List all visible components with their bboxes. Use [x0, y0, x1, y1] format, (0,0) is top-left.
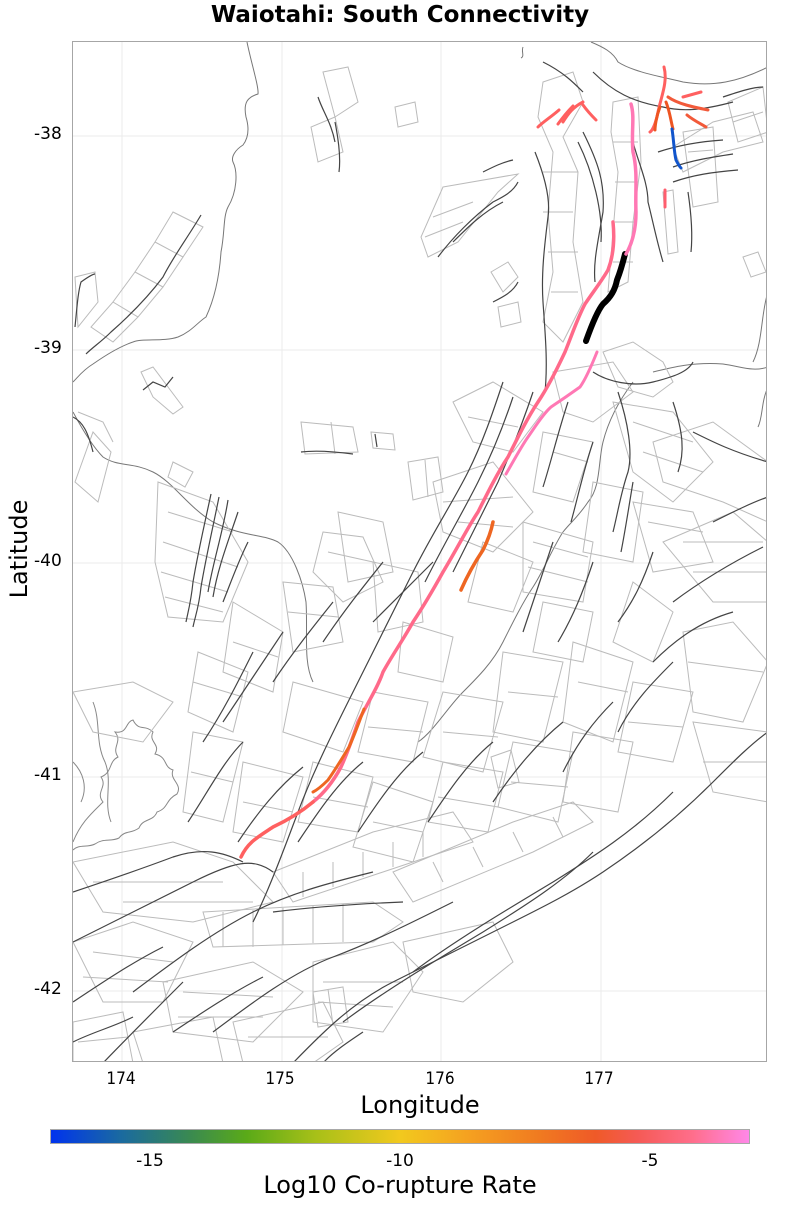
x-tick-label: 177 [584, 1069, 614, 1089]
gridlines [73, 42, 766, 1061]
fault-map [73, 42, 766, 1061]
source-fault-waiotahi [583, 251, 628, 344]
y-tick-label: -40 [34, 551, 62, 571]
y-tick-label: -42 [34, 979, 62, 999]
colorbar-tick-label: -15 [136, 1151, 164, 1171]
fault-traces [73, 61, 766, 1061]
colorbar-label: Log10 Co-rupture Rate [263, 1171, 537, 1199]
x-tick-label: 174 [106, 1069, 136, 1089]
x-axis-label: Longitude [360, 1091, 480, 1119]
y-axis-label: Latitude [5, 499, 33, 599]
colorbar [50, 1129, 750, 1144]
fault-patches [73, 66, 766, 1061]
x-tick-label: 176 [425, 1069, 455, 1089]
y-tick-label: -38 [34, 124, 62, 144]
chart-title: Waiotahi: South Connectivity [210, 2, 590, 28]
y-tick-label: -39 [34, 338, 62, 358]
y-tick-label: -41 [34, 765, 62, 785]
colorbar-tick-label: -10 [386, 1151, 414, 1171]
x-tick-label: 175 [265, 1069, 295, 1089]
coastline [73, 42, 766, 851]
co-rupture-faults [239, 65, 710, 859]
colorbar-tick-label: -5 [641, 1151, 659, 1171]
map-plot-area [72, 41, 767, 1062]
